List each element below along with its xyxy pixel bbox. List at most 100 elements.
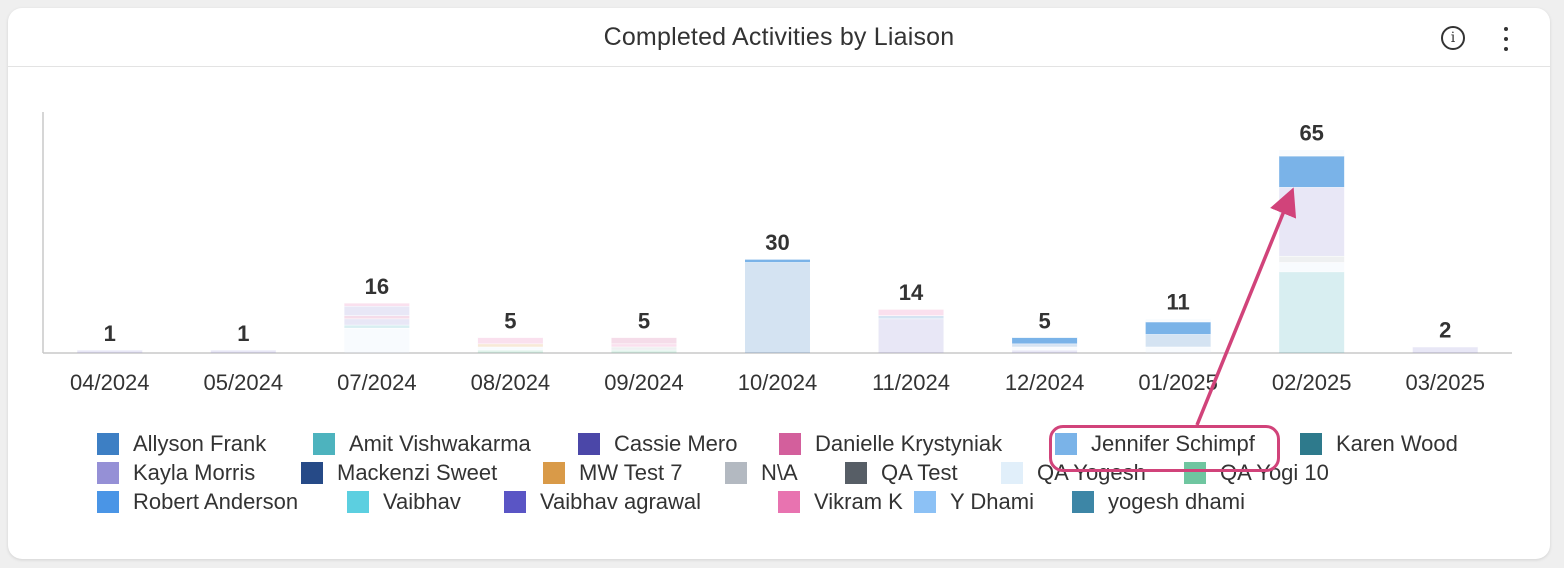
x-tick-label: 10/2024: [738, 370, 818, 395]
bar-segment-jennifer-schimpf[interactable]: [1012, 337, 1078, 344]
bar-segment-n-a[interactable]: [1279, 255, 1345, 263]
x-tick-label: 08/2024: [471, 370, 551, 395]
x-tick-label: 02/2025: [1272, 370, 1352, 395]
data-label-total: 65: [1299, 121, 1323, 146]
x-tick-label: 11/2024: [872, 370, 950, 395]
bar-segment-kayla-morris[interactable]: [1012, 349, 1078, 353]
data-label-total: 14: [899, 280, 924, 305]
legend-label: Danielle Krystyniak: [815, 431, 1003, 456]
x-tick-label: 05/2024: [204, 370, 284, 395]
bar-segment-vikram-k[interactable]: [344, 302, 410, 307]
data-label-total: 2: [1439, 318, 1451, 343]
data-label-total: 5: [638, 308, 650, 333]
bar-segment-qa-yogesh[interactable]: [344, 327, 410, 353]
x-tick-label: 12/2024: [1005, 370, 1085, 395]
legend-swatch: [97, 462, 119, 484]
legend-swatch: [914, 491, 936, 513]
legend-swatch: [725, 462, 747, 484]
legend-label: Mackenzi Sweet: [337, 460, 498, 485]
bar-segment-qa-yogesh[interactable]: [1012, 346, 1078, 350]
bar-segment-kayla-morris[interactable]: [344, 318, 410, 325]
legend-swatch: [97, 491, 119, 513]
data-label-total: 16: [365, 274, 389, 299]
legend-label: Y Dhami: [950, 489, 1034, 514]
bar-segment-jennifer-schimpf[interactable]: [745, 259, 810, 263]
data-label-total: 1: [237, 321, 249, 346]
x-tick-label: 07/2024: [337, 370, 417, 395]
bar-segment-kayla-morris[interactable]: [1412, 346, 1478, 353]
legend-label: MW Test 7: [579, 460, 683, 485]
data-label-total: 30: [765, 230, 789, 255]
bar-segment-kayla-morris[interactable]: [878, 318, 944, 353]
legend-label: Vikram K: [814, 489, 903, 514]
info-icon[interactable]: i: [1441, 26, 1465, 50]
legend-swatch: [845, 462, 867, 484]
data-label-total: 5: [1038, 308, 1050, 333]
bar-segment-amit-vishwakarma[interactable]: [344, 324, 410, 328]
bar-segment-qa-yogi-10[interactable]: [611, 349, 677, 353]
legend-label: Kayla Morris: [133, 460, 256, 485]
highlight-annotation: [1049, 425, 1280, 472]
bar-segment-kayla-morris[interactable]: [77, 349, 143, 353]
annotation-arrow: [1195, 187, 1297, 426]
x-tick-label: 04/2024: [70, 370, 150, 395]
bar-segment-qa-yogesh[interactable]: [477, 346, 543, 350]
bar-segment-vikram-k[interactable]: [878, 309, 944, 316]
legend-label: Allyson Frank: [133, 431, 267, 456]
legend-label: Jennifer Schimpf: [1091, 431, 1255, 456]
x-tick-label: 09/2024: [604, 370, 684, 395]
bar-segment-qa-yogesh[interactable]: [1279, 262, 1345, 272]
legend-label: Karen Wood: [1336, 431, 1458, 456]
data-label-total: 11: [1167, 290, 1190, 315]
bar-segment-qa-yogesh[interactable]: [1145, 346, 1211, 353]
bar-segment-jennifer-schimpf[interactable]: [1279, 155, 1345, 188]
bar-segment-allyson-frank[interactable]: [878, 315, 944, 319]
x-tick-label: 03/2025: [1405, 370, 1485, 395]
data-label-total: 1: [104, 321, 116, 346]
legend-label: N\A: [761, 460, 798, 485]
legend-swatch: [301, 462, 323, 484]
legend-label: Amit Vishwakarma: [349, 431, 531, 456]
legend-label: QA Test: [881, 460, 958, 485]
bar-segment-n-a[interactable]: [611, 346, 677, 350]
chart-title: Completed Activities by Liaison: [603, 23, 955, 51]
legend-label: Vaibhav: [383, 489, 461, 514]
legend-swatch: [347, 491, 369, 513]
card-header: Completed Activities by Liaison i: [8, 8, 1550, 67]
legend-swatch: [778, 491, 800, 513]
legend-swatch: [1001, 462, 1023, 484]
bar-segment-danielle-krystyniak[interactable]: [344, 315, 410, 319]
legend-swatch: [543, 462, 565, 484]
chart-card: Completed Activities by Liaison i Allyso…: [8, 8, 1550, 559]
legend-label: Robert Anderson: [133, 489, 299, 514]
bar-segment-qa-yogi-10[interactable]: [477, 349, 543, 353]
bar-segment-kayla-morris[interactable]: [344, 306, 410, 316]
legend-swatch: [1300, 433, 1322, 455]
legend-label: yogesh dhami: [1108, 489, 1245, 514]
legend-swatch: [779, 433, 801, 455]
more-vertical-icon[interactable]: [1496, 24, 1516, 54]
bar-segment-kayla-morris[interactable]: [210, 349, 276, 353]
bar-segment-qa-yogesh[interactable]: [1145, 318, 1211, 322]
legend-swatch: [313, 433, 335, 455]
legend-swatch: [1184, 462, 1206, 484]
x-tick-label: 01/2025: [1138, 370, 1218, 395]
bar-segment-allyson-frank[interactable]: [1012, 343, 1078, 347]
bar-segment-qa-yogesh[interactable]: [1279, 149, 1345, 156]
legend-swatch: [578, 433, 600, 455]
data-label-total: 5: [504, 308, 516, 333]
bar-segment-danielle-krystyniak[interactable]: [611, 337, 677, 344]
legend-swatch: [1072, 491, 1094, 513]
legend-swatch: [504, 491, 526, 513]
legend-label: Cassie Mero: [614, 431, 738, 456]
bar-segment-vikram-k[interactable]: [611, 343, 677, 347]
bar-segment-mw-test-7[interactable]: [477, 343, 543, 347]
legend-swatch: [97, 433, 119, 455]
bar-segment-jennifer-schimpf[interactable]: [1145, 321, 1211, 335]
bar-segment-vikram-k[interactable]: [477, 337, 543, 344]
legend-label: Vaibhav agrawal: [540, 489, 702, 514]
bar-segment-allyson-frank[interactable]: [1145, 334, 1211, 347]
bar-segment-allyson-frank[interactable]: [745, 262, 810, 353]
bar-segment-amit-vishwakarma[interactable]: [1279, 271, 1345, 353]
